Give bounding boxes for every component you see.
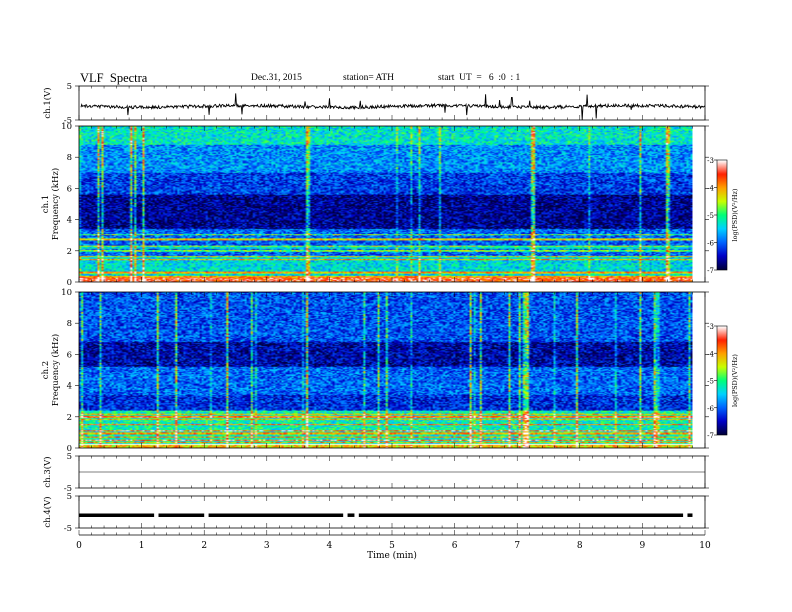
x-tick-label-8: 8 <box>577 541 583 551</box>
ytick-label-2-4: 8 <box>67 153 72 163</box>
colorbar-tick-label-2-2: -5 <box>707 378 714 386</box>
colorbar-tick-label-2-1: -4 <box>707 350 714 358</box>
ylabel-3: Frequency (kHz) <box>50 334 61 406</box>
ytick-label-1-0: 5 <box>67 82 72 92</box>
x-tick-label-5: 5 <box>389 541 395 551</box>
ytick-label-4-0: 5 <box>67 452 72 462</box>
x-tick-label-2: 2 <box>201 541 207 551</box>
colorbar-tick-label-2-0: -3 <box>707 323 714 331</box>
ytick-label-1-1: -5 <box>64 116 72 126</box>
ytick-label-3-5: 10 <box>61 288 72 298</box>
colorbar-tick-label-1-2: -5 <box>707 212 714 220</box>
ytick-label-3-0: 0 <box>67 444 72 454</box>
x-tick-label-4: 4 <box>327 541 333 551</box>
ytick-label-3-4: 8 <box>67 319 72 329</box>
ytick-label-2-0: 0 <box>67 278 72 288</box>
ytick-label-5-0: 5 <box>67 492 72 502</box>
ch1-spectrogram-image <box>79 126 693 282</box>
colorbar-tick-label-1-3: -6 <box>707 240 714 248</box>
ylabel-top-2: ch.1 <box>41 195 51 213</box>
ytick-label-2-2: 4 <box>67 216 72 226</box>
x-tick-label-9: 9 <box>640 541 646 551</box>
ytick-label-4-1: -5 <box>64 484 72 494</box>
colorbar-tick-label-1-0: -3 <box>707 157 714 165</box>
ylabel-2: Frequency (kHz) <box>50 168 61 240</box>
x-tick-label-1: 1 <box>139 541 145 551</box>
ytick-label-3-2: 4 <box>67 382 72 392</box>
colorbar-label-2: log(PSD)(V²/Hz) <box>731 354 739 407</box>
ch1-frame <box>78 85 706 121</box>
date-label: Dec.31, 2015 <box>251 73 302 83</box>
ytick-label-3-3: 6 <box>67 350 72 360</box>
ch2-spectrogram-image <box>79 292 693 448</box>
ytick-label-3-1: 2 <box>67 413 72 423</box>
ytick-label-2-5: 10 <box>61 122 72 132</box>
colorbar-label-1: log(PSD)(V²/Hz) <box>731 188 739 241</box>
ylabel-top-3: ch.2 <box>41 361 51 379</box>
ylabel-4: ch.3(V) <box>42 456 53 487</box>
x-tick-label-6: 6 <box>452 541 458 551</box>
x-tick-label-10: 10 <box>699 541 711 551</box>
colorbar-tick-label-1-4: -7 <box>707 267 714 275</box>
figure-title: VLF Spectra <box>80 71 148 85</box>
station-label: station= ATH <box>343 73 395 83</box>
x-tick-label-7: 7 <box>514 541 520 551</box>
x-tick-label-3: 3 <box>264 541 270 551</box>
colorbar-2 <box>717 326 727 435</box>
start-ut-label: start UT = 6 :0 : 1 <box>438 73 521 83</box>
colorbar-tick-label-2-4: -7 <box>707 432 714 440</box>
x-tick-label-0: 0 <box>76 541 82 551</box>
ylabel-5: ch.4(V) <box>42 496 53 527</box>
colorbar-1 <box>717 160 727 270</box>
ylabel-1: ch.1(V) <box>42 87 53 118</box>
x-axis-label: Time (min) <box>367 550 417 561</box>
waveform-trace-1 <box>80 93 706 120</box>
colorbar-tick-label-2-3: -6 <box>707 405 714 413</box>
ytick-label-5-1: -5 <box>64 524 72 534</box>
ytick-label-2-3: 6 <box>67 184 72 194</box>
ytick-label-2-1: 2 <box>67 247 72 257</box>
colorbar-tick-label-1-1: -4 <box>707 185 714 193</box>
